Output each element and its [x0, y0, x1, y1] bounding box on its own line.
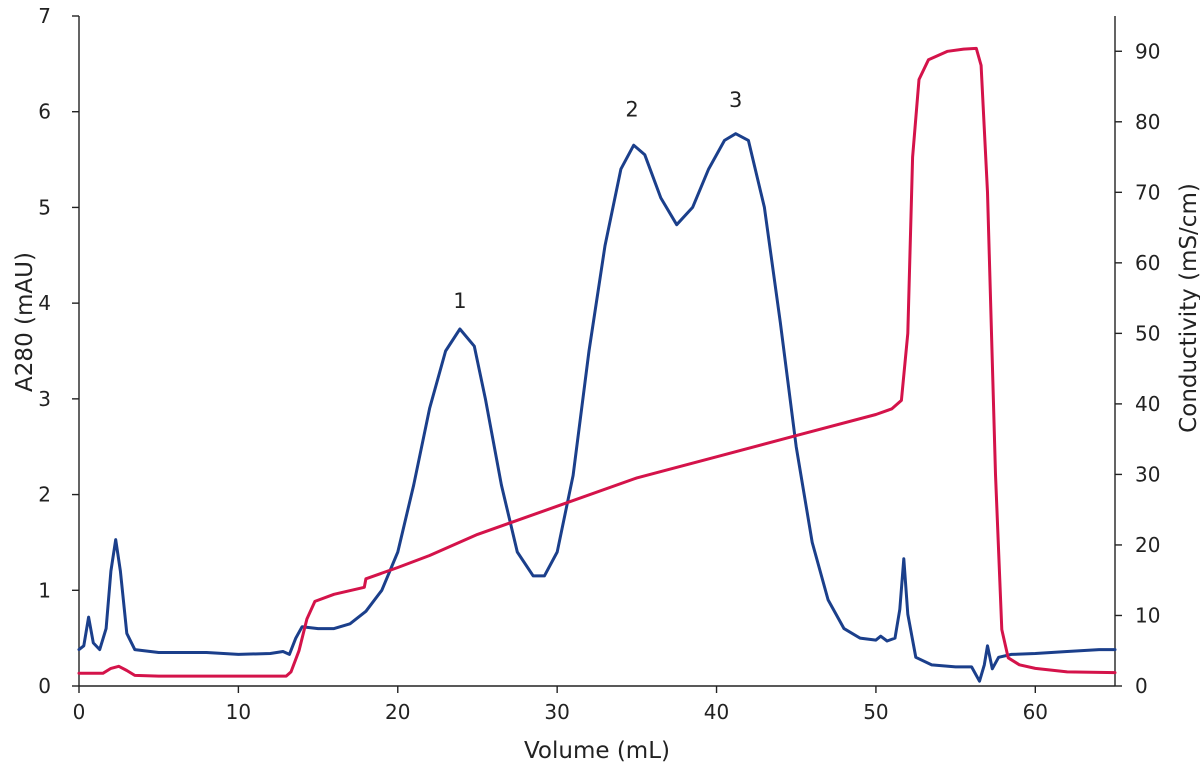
right-y-tick-label: 90	[1135, 39, 1160, 63]
left-y-tick-label: 7	[38, 4, 51, 28]
conductivity-series-line	[77, 46, 1117, 678]
right-y-tick-label: 10	[1135, 603, 1160, 627]
left-y-tick-label: 4	[38, 291, 51, 315]
x-tick-label: 50	[863, 700, 888, 724]
axes	[78, 16, 1116, 687]
left-y-axis-title: A280 (mAU)	[12, 252, 38, 392]
series-lines	[77, 46, 1117, 683]
right-y-tick-label: 40	[1135, 392, 1160, 416]
right-y-tick-label: 80	[1135, 110, 1160, 134]
x-axis-title: Volume (mL)	[524, 738, 670, 764]
peak-label: 3	[729, 88, 742, 112]
a280-series-line	[77, 132, 1117, 683]
x-tick-label: 40	[704, 700, 729, 724]
peak-label: 2	[625, 98, 638, 122]
right-y-tick-label: 60	[1135, 251, 1160, 275]
right-y-tick-label: 0	[1135, 674, 1148, 698]
x-tick-label: 30	[544, 700, 569, 724]
right-y-tick-label: 70	[1135, 180, 1160, 204]
x-tick-label: 10	[226, 700, 251, 724]
x-tick-label: 20	[385, 700, 410, 724]
left-y-tick-label: 0	[38, 674, 51, 698]
left-y-tick-label: 6	[38, 100, 51, 124]
right-y-axis-title: Conductivity (mS/cm)	[1176, 183, 1200, 433]
left-y-tick-label: 3	[38, 387, 51, 411]
left-y-tick-label: 2	[38, 483, 51, 507]
right-y-tick-label: 20	[1135, 533, 1160, 557]
right-y-tick-label: 30	[1135, 462, 1160, 486]
right-y-tick-label: 50	[1135, 321, 1160, 345]
left-y-tick-label: 1	[38, 578, 51, 602]
tick-marks	[72, 15, 1122, 693]
peak-annotations: 1 2 3	[453, 88, 742, 313]
left-y-tick-label: 5	[38, 195, 51, 219]
peak-label: 1	[453, 289, 466, 313]
x-tick-label: 0	[73, 700, 86, 724]
x-tick-label: 60	[1023, 700, 1048, 724]
